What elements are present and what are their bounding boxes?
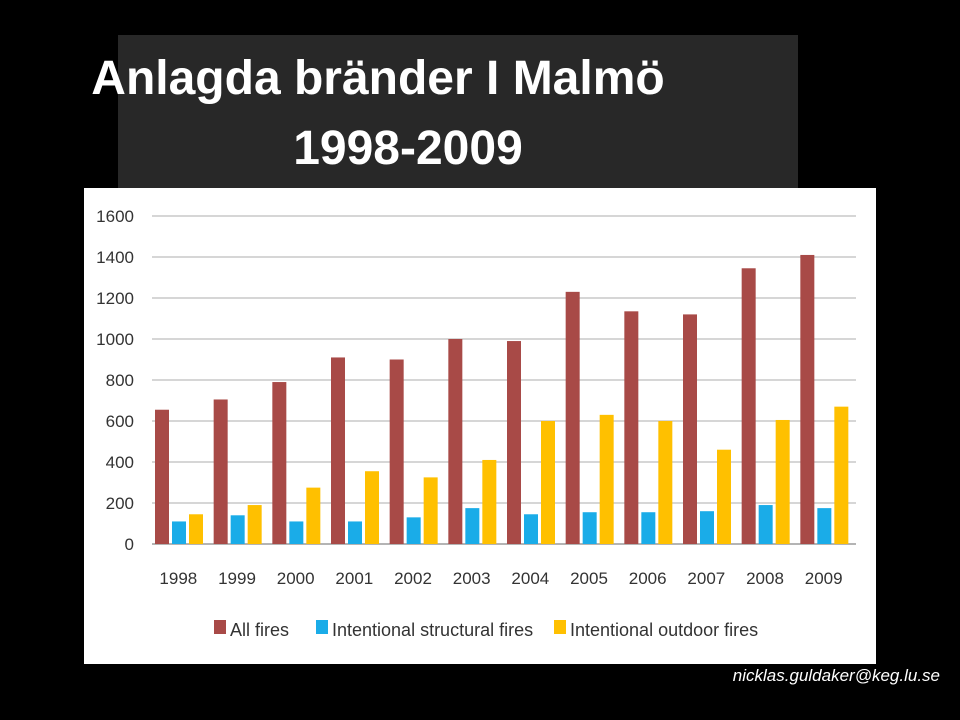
bar-all-fires <box>389 359 404 544</box>
bar-intentional-structural-fires <box>641 512 656 544</box>
bar-all-fires <box>213 399 228 544</box>
bar-intentional-outdoor-fires <box>658 421 673 544</box>
bar-all-fires <box>683 314 697 544</box>
bar-intentional-structural-fires <box>582 512 597 544</box>
bar-intentional-outdoor-fires <box>306 487 321 544</box>
y-tick-label: 1200 <box>96 289 134 308</box>
y-tick-label: 200 <box>106 494 134 513</box>
bar-intentional-outdoor-fires <box>189 514 203 544</box>
bar-all-fires <box>331 357 345 544</box>
bar-intentional-structural-fires <box>348 521 362 544</box>
bar-intentional-outdoor-fires <box>247 505 262 544</box>
y-tick-label: 1400 <box>96 248 134 267</box>
bar-all-fires <box>155 409 169 544</box>
x-tick-label: 2000 <box>277 569 315 588</box>
bar-all-fires <box>448 339 463 544</box>
bar-all-fires <box>624 311 639 544</box>
x-tick-label: 2007 <box>687 569 725 588</box>
bar-intentional-structural-fires <box>172 521 186 544</box>
bar-intentional-outdoor-fires <box>717 449 731 544</box>
x-tick-label: 2006 <box>629 569 667 588</box>
y-tick-label: 800 <box>106 371 134 390</box>
y-tick-label: 1000 <box>96 330 134 349</box>
bar-intentional-structural-fires <box>524 514 538 544</box>
bar-all-fires <box>800 254 815 544</box>
x-tick-label: 1999 <box>218 569 256 588</box>
legend-swatch <box>214 620 226 634</box>
title-box: Anlagda bränder I Malmö 1998-2009 <box>91 35 798 190</box>
bar-intentional-outdoor-fires <box>365 471 379 544</box>
bar-all-fires <box>507 341 521 544</box>
legend-swatch <box>554 620 566 634</box>
x-tick-label: 2009 <box>805 569 843 588</box>
y-tick-label: 400 <box>106 453 134 472</box>
legend-label: Intentional structural fires <box>332 620 533 640</box>
bar-intentional-outdoor-fires <box>599 414 614 544</box>
bar-intentional-outdoor-fires <box>541 421 555 544</box>
title-line-2: 1998-2009 <box>293 122 523 175</box>
y-tick-label: 1600 <box>96 207 134 226</box>
bar-intentional-structural-fires <box>700 511 714 544</box>
x-tick-label: 2001 <box>335 569 373 588</box>
title-line-1: Anlagda bränder I Malmö <box>91 52 665 105</box>
x-tick-label: 2008 <box>746 569 784 588</box>
legend-label: All fires <box>230 620 289 640</box>
x-tick-label: 2004 <box>511 569 549 588</box>
x-tick-label: 2005 <box>570 569 608 588</box>
bar-all-fires <box>565 291 580 544</box>
bar-intentional-outdoor-fires <box>834 406 849 544</box>
bar-all-fires <box>741 268 756 544</box>
bar-intentional-outdoor-fires <box>482 459 497 544</box>
bar-intentional-outdoor-fires <box>775 419 790 544</box>
bar-all-fires <box>272 382 287 544</box>
y-tick-label: 600 <box>106 412 134 431</box>
legend-label: Intentional outdoor fires <box>570 620 758 640</box>
bar-intentional-structural-fires <box>406 517 421 544</box>
chart-panel: 0 200 400 600 800 1000 1200 1400 1600 1998 1999 200… <box>84 188 876 664</box>
bar-intentional-outdoor-fires <box>423 477 438 544</box>
y-tick-label: 0 <box>125 535 134 554</box>
bar-intentional-structural-fires <box>817 508 832 544</box>
bar-intentional-structural-fires <box>758 505 773 544</box>
legend-swatch <box>316 620 328 634</box>
x-tick-label: 1998 <box>159 569 197 588</box>
x-tick-label: 2002 <box>394 569 432 588</box>
footer-email: nicklas.guldaker@keg.lu.se <box>732 666 940 685</box>
bar-intentional-structural-fires <box>465 508 480 544</box>
bar-intentional-structural-fires <box>230 515 245 544</box>
x-tick-label: 2003 <box>453 569 491 588</box>
bar-chart: 0 200 400 600 800 1000 1200 1400 1600 1998 1999 200… <box>96 207 856 640</box>
bar-intentional-structural-fires <box>289 521 304 544</box>
